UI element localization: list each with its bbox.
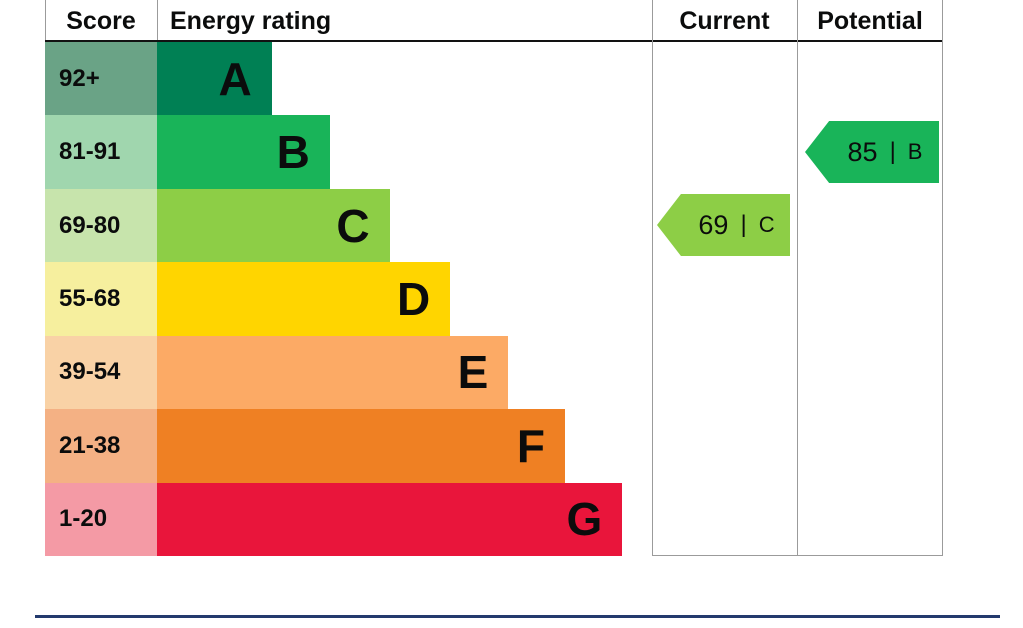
current-column-header: Current (679, 7, 770, 35)
energy-rating-column-header: Energy rating (170, 7, 332, 35)
current-rating-letter: C (758, 212, 775, 237)
bar-area: A (157, 42, 943, 116)
column-divider (652, 0, 653, 556)
rating-bar-f: F (157, 409, 565, 483)
score-range-label: 81-91 (45, 115, 157, 189)
score-range-label: 55-68 (45, 262, 157, 336)
band-row-e: 39-54 E (45, 335, 943, 410)
potential-rating-separator: | (889, 138, 896, 165)
potential-rating-value: 85 (847, 136, 878, 167)
band-row-f: 21-38 F (45, 409, 943, 483)
score-range-label: 1-20 (45, 482, 157, 556)
current-rating-separator: | (740, 211, 747, 238)
score-range-label: 69-80 (45, 188, 157, 263)
page-divider-line (35, 615, 1000, 618)
rating-letter: C (336, 199, 370, 252)
current-rating-arrow: 69 | C (657, 194, 790, 256)
rating-bar-b: B (157, 115, 330, 189)
score-range-label: 92+ (45, 42, 157, 116)
bar-area: B (157, 115, 943, 189)
table-bottom-border (652, 555, 943, 556)
band-row-b: 81-91 B (45, 115, 943, 189)
rating-bar-d: D (157, 262, 451, 336)
rating-letter: E (457, 346, 489, 399)
band-row-d: 55-68 D (45, 262, 943, 336)
score-column-header: Score (66, 7, 136, 35)
score-range-label: 21-38 (45, 409, 157, 483)
bar-area: F (157, 409, 943, 483)
column-divider (942, 0, 943, 556)
rating-bar-c: C (157, 188, 390, 263)
rating-bands: 92+ A 81-91 B 69-80 C 5 (45, 42, 943, 556)
current-rating-value: 69 (698, 209, 729, 240)
band-row-c: 69-80 C (45, 188, 943, 263)
rating-bar-a: A (157, 42, 272, 116)
rating-letter: B (276, 126, 310, 179)
score-range-label: 39-54 (45, 335, 157, 410)
rating-letter: A (218, 52, 252, 105)
column-divider (45, 0, 46, 40)
potential-rating-letter: B (907, 139, 923, 164)
bar-area: D (157, 262, 943, 336)
bar-area: E (157, 335, 943, 410)
column-divider (797, 0, 798, 556)
rating-letter: G (566, 493, 603, 546)
rating-bar-g: G (157, 482, 623, 556)
rating-bar-e: E (157, 335, 509, 410)
potential-rating-arrow: 85 | B (805, 121, 939, 183)
band-row-g: 1-20 G (45, 482, 943, 556)
rating-letter: D (396, 272, 431, 325)
bar-area: C (157, 188, 943, 263)
rating-letter: F (516, 419, 545, 472)
bar-area: G (157, 482, 943, 556)
column-divider (157, 0, 158, 40)
band-row-a: 92+ A (45, 42, 943, 116)
header-underline (45, 40, 943, 42)
potential-column-header: Potential (817, 7, 923, 35)
